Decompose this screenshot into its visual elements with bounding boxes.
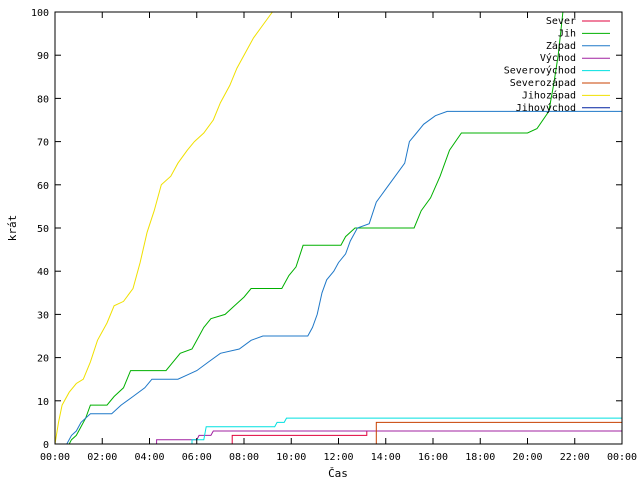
y-tick-label: 0 xyxy=(43,440,49,451)
plot-series xyxy=(55,12,622,444)
y-tick-label: 50 xyxy=(37,224,49,235)
x-tick-label: 18:00 xyxy=(465,452,495,463)
y-tick-label: 40 xyxy=(37,267,49,278)
plot-frame xyxy=(54,11,623,445)
x-tick-label: 12:00 xyxy=(323,452,353,463)
series-line-Východ xyxy=(55,430,622,444)
legend-label: Jihovýchod xyxy=(516,102,576,114)
legend-label: Západ xyxy=(546,40,576,52)
x-axis-ticks: 00:00 02:00 04:00 06:00 08:00 10:00 12:00 14:00… xyxy=(40,12,637,463)
x-tick-label: 10:00 xyxy=(276,452,306,463)
x-tick-label: 16:00 xyxy=(418,452,448,463)
legend: SeverJihZápadVýchodSeverovýchodSeverozáp… xyxy=(504,16,610,114)
y-tick-label: 100 xyxy=(31,8,49,19)
x-tick-label: 00:00 xyxy=(607,452,637,463)
series-line-Severovýchod xyxy=(55,417,622,444)
x-tick-label: 00:00 xyxy=(40,452,70,463)
x-tick-label: 06:00 xyxy=(182,452,212,463)
series-line-Jih xyxy=(55,12,564,444)
y-tick-label: 70 xyxy=(37,138,49,149)
legend-label: Jihozápad xyxy=(522,89,576,101)
y-tick-label: 30 xyxy=(37,310,49,321)
y-tick-label: 80 xyxy=(37,94,49,105)
y-axis-label: krát xyxy=(6,215,19,242)
series-lines xyxy=(55,12,622,444)
legend-label: Severovýchod xyxy=(504,65,576,77)
y-tick-label: 60 xyxy=(37,181,49,192)
series-line-Jihozápad xyxy=(55,12,273,444)
legend-label: Severozápad xyxy=(510,77,576,89)
x-tick-label: 14:00 xyxy=(371,452,401,463)
series-line-Severozápad xyxy=(55,421,622,444)
legend-label: Sever xyxy=(546,16,576,27)
legend-label: Jih xyxy=(558,28,576,39)
x-tick-label: 22:00 xyxy=(560,452,590,463)
y-tick-label: 10 xyxy=(37,397,49,408)
x-tick-label: 20:00 xyxy=(512,452,542,463)
x-tick-label: 08:00 xyxy=(229,452,259,463)
legend-label: Východ xyxy=(540,52,576,64)
y-axis-ticks: 0 10 20 30 40 50 60 70 80 90 100 xyxy=(31,8,622,451)
series-line-Západ xyxy=(55,110,622,444)
y-tick-label: 20 xyxy=(37,354,49,365)
x-tick-label: 02:00 xyxy=(87,452,117,463)
x-tick-label: 04:00 xyxy=(134,452,164,463)
y-tick-label: 90 xyxy=(37,51,49,62)
x-axis-label: Čas xyxy=(328,467,348,480)
